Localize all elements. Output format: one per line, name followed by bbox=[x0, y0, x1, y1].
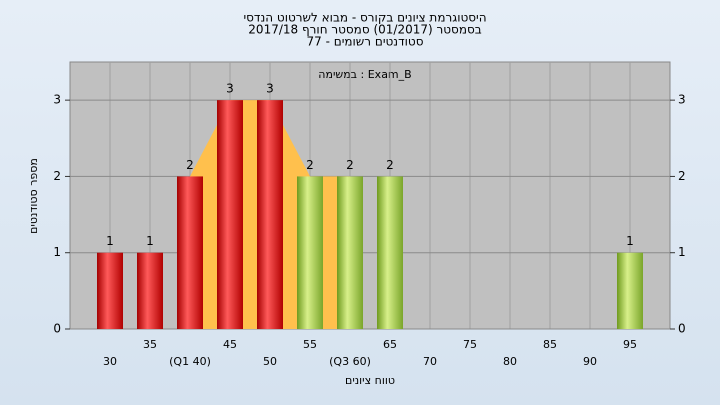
x-axis-label: טווח ציונים bbox=[345, 374, 395, 387]
x-tick-label: 30 bbox=[103, 355, 117, 368]
y-tick-label: 2 bbox=[678, 169, 686, 183]
x-tick-label: 65 bbox=[383, 338, 397, 351]
bar bbox=[177, 176, 203, 329]
y-tick-label: 0 bbox=[53, 322, 61, 336]
bar bbox=[297, 176, 323, 329]
y-tick-label: 3 bbox=[53, 93, 61, 107]
bar bbox=[377, 176, 403, 329]
bar bbox=[337, 176, 363, 329]
x-tick-label: 35 bbox=[143, 338, 157, 351]
data-label: 2 bbox=[306, 158, 314, 172]
x-tick-label: (Q3 60) bbox=[329, 355, 371, 368]
x-tick-label: 55 bbox=[303, 338, 317, 351]
y-tick-label: 1 bbox=[53, 245, 61, 259]
x-tick-label: 70 bbox=[423, 355, 437, 368]
data-label: 3 bbox=[226, 82, 234, 96]
x-tick-label: 80 bbox=[503, 355, 517, 368]
title: היסטוגרמת ציונים בקורס - מבוא לשרטוט הנד… bbox=[243, 11, 486, 25]
data-label: 1 bbox=[106, 234, 114, 248]
annotation: במשימה : Exam_B bbox=[318, 68, 411, 81]
subtitle: בסמסטר (01/2017) סמסטר חורף 2017/18 bbox=[248, 23, 481, 37]
data-label: 2 bbox=[346, 158, 354, 172]
bar bbox=[137, 252, 163, 329]
x-tick-label: 85 bbox=[543, 338, 557, 351]
y-tick-label: 2 bbox=[53, 169, 61, 183]
bar bbox=[617, 252, 643, 329]
data-label: 2 bbox=[386, 158, 394, 172]
x-tick-label: 50 bbox=[263, 355, 277, 368]
data-label: 2 bbox=[186, 158, 194, 172]
bar bbox=[257, 100, 283, 330]
y-axis-label: מספר סטודנטים bbox=[27, 158, 40, 234]
data-label: 3 bbox=[266, 82, 274, 96]
y-tick-label: 3 bbox=[678, 93, 686, 107]
x-tick-label: 95 bbox=[623, 338, 637, 351]
x-tick-label: 75 bbox=[463, 338, 477, 351]
x-tick-label: 90 bbox=[583, 355, 597, 368]
x-tick-label: 45 bbox=[223, 338, 237, 351]
y-tick-label: 0 bbox=[678, 322, 686, 336]
y-tick-label: 1 bbox=[678, 245, 686, 259]
plot-area bbox=[69, 61, 671, 330]
subtitle: סטודנטים רשומים - 77 bbox=[306, 35, 423, 49]
bar bbox=[97, 252, 123, 329]
data-label: 1 bbox=[146, 234, 154, 248]
x-tick-label: (Q1 40) bbox=[169, 355, 211, 368]
bar bbox=[217, 100, 243, 330]
data-label: 1 bbox=[626, 234, 634, 248]
